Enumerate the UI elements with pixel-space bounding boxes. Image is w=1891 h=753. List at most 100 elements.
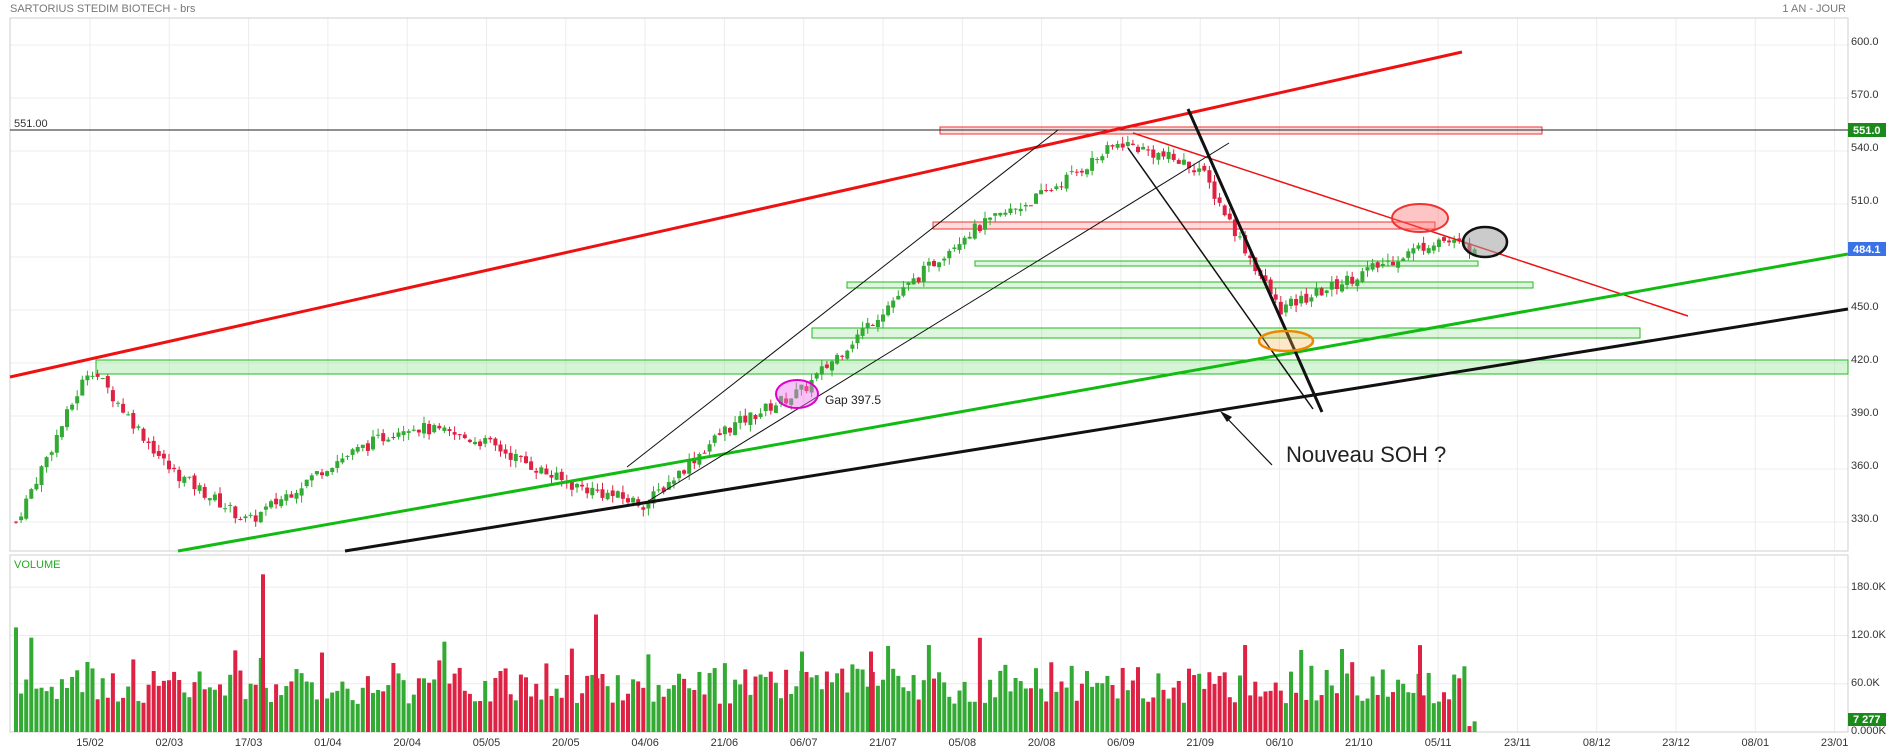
volume-bar (575, 702, 579, 732)
candle-body (1146, 149, 1151, 151)
volume-bar (95, 699, 100, 732)
volume-bar (1263, 691, 1268, 732)
volume-bar (39, 687, 44, 732)
candle-body (1013, 208, 1018, 210)
candle (1100, 153, 1105, 164)
volume-bar (248, 683, 253, 732)
candle (539, 465, 544, 475)
candle (600, 482, 605, 501)
ref-price-badge: 551.0 (1848, 123, 1886, 137)
volume-bar (819, 689, 824, 732)
candle (253, 509, 258, 527)
volume-bar (442, 641, 447, 732)
candle (881, 308, 885, 329)
candle (748, 412, 753, 432)
candle-body (483, 438, 488, 444)
candle-body (1054, 186, 1059, 190)
candle (1151, 145, 1156, 165)
candle-body (1049, 190, 1054, 192)
candle-body (921, 265, 926, 282)
candle (223, 503, 228, 513)
candle (1263, 268, 1268, 282)
candle-body (1232, 219, 1237, 237)
x-tick-label: 20/04 (393, 737, 421, 749)
volume-bar (646, 654, 651, 732)
candle-body (722, 426, 727, 435)
volume-bar (1120, 667, 1125, 732)
volume-bar (258, 657, 263, 732)
candle (172, 464, 177, 473)
volume-bar (1385, 696, 1390, 732)
candle-body (626, 498, 630, 503)
volume-bar (1355, 695, 1360, 732)
candle-body (1370, 263, 1375, 270)
candle (437, 423, 442, 431)
candle-body (508, 452, 513, 460)
candle (70, 402, 75, 412)
volume-bar (1161, 689, 1166, 732)
candle-body (44, 457, 49, 468)
volume-bar (1350, 662, 1355, 732)
candle-body (1442, 237, 1446, 241)
volume-bar (335, 690, 340, 732)
volume-bar (1436, 701, 1441, 732)
candle (202, 483, 207, 500)
volume-bar (70, 676, 75, 732)
volume-bar (1018, 681, 1023, 732)
volume-bar (360, 687, 365, 732)
candle-body (1304, 293, 1309, 303)
volume-bar (1421, 695, 1426, 732)
candle-body (1324, 290, 1329, 294)
candle-body (391, 437, 396, 439)
volume-bar (238, 670, 243, 732)
candle (59, 425, 64, 441)
candle (1156, 152, 1161, 165)
candle (406, 429, 411, 440)
support-zone-460 (846, 281, 1534, 289)
candle (1406, 248, 1411, 261)
volume-bar (539, 699, 544, 732)
volume-bar (1457, 678, 1462, 732)
volume-bar (779, 698, 783, 732)
volume-bar (1253, 681, 1258, 732)
volume-bar (1238, 675, 1242, 732)
candle-body (1243, 234, 1248, 254)
volume-bar (136, 701, 141, 732)
candle (1457, 232, 1462, 244)
candle-body (824, 364, 829, 368)
candle (1436, 237, 1441, 253)
volume-bar (100, 678, 105, 732)
candle-body (386, 439, 391, 442)
volume-bar (1207, 672, 1212, 732)
chart-period: 1 AN - JOUR (1782, 3, 1846, 15)
candle (1426, 244, 1431, 255)
candle-body (753, 415, 758, 420)
candle (794, 382, 799, 399)
x-tick-label: 21/10 (1345, 737, 1373, 749)
volume-bar (677, 673, 681, 732)
volume-bar (1125, 690, 1130, 732)
volume-bar (29, 637, 34, 732)
volume-bar (427, 682, 432, 732)
candle-body (1340, 284, 1344, 292)
candle (314, 470, 319, 476)
candle (80, 375, 85, 396)
volume-bar (156, 685, 161, 732)
candle-body (1171, 153, 1176, 160)
candle (988, 217, 993, 226)
candle (753, 413, 758, 425)
candle-body (1222, 205, 1227, 216)
candle-body (1110, 145, 1115, 147)
candle (1340, 279, 1344, 293)
volume-bar (253, 684, 258, 732)
volume-bar (1294, 692, 1299, 732)
volume-bar (748, 694, 753, 732)
candle (100, 377, 105, 380)
volume-bar (146, 684, 151, 732)
zones (95, 126, 1849, 375)
candle-body (1105, 145, 1110, 154)
candle (1166, 146, 1171, 163)
volume-bar (804, 671, 809, 732)
volume-bar (1467, 726, 1472, 732)
candle (1202, 163, 1207, 172)
